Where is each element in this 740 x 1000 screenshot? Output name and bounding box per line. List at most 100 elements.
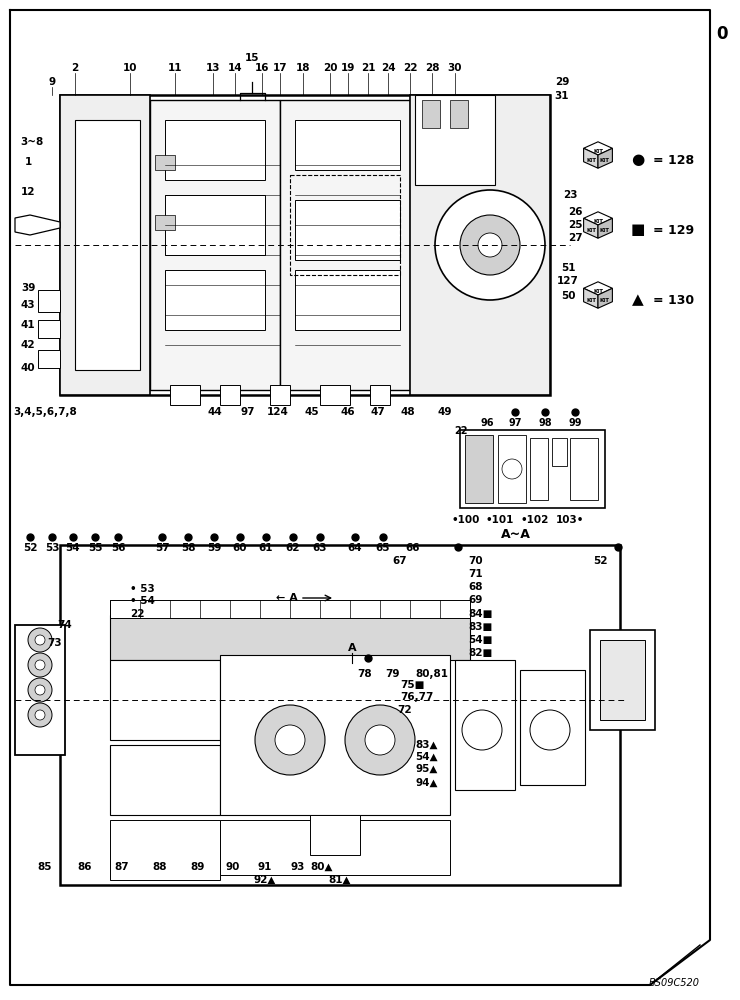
Text: 67: 67 — [393, 556, 407, 566]
Text: 45: 45 — [305, 407, 320, 417]
Text: 25: 25 — [568, 220, 582, 230]
Text: 94▲: 94▲ — [415, 778, 437, 788]
Text: •102: •102 — [521, 515, 549, 525]
Bar — [110, 615, 470, 660]
Text: 83■: 83■ — [468, 622, 492, 632]
Text: 12: 12 — [21, 187, 36, 197]
Text: 85: 85 — [38, 862, 53, 872]
Bar — [165, 120, 265, 180]
Text: 68: 68 — [468, 582, 482, 592]
Text: 2: 2 — [71, 63, 78, 73]
Text: 11: 11 — [168, 63, 182, 73]
Bar — [370, 385, 390, 405]
Bar — [530, 438, 548, 500]
Polygon shape — [584, 282, 613, 295]
Text: 64: 64 — [348, 543, 363, 553]
Text: 73: 73 — [47, 638, 62, 648]
Circle shape — [35, 710, 45, 720]
Bar — [60, 95, 550, 395]
Bar — [220, 655, 450, 815]
Text: 66: 66 — [406, 543, 420, 553]
Text: KIT: KIT — [599, 158, 610, 163]
Text: 86: 86 — [78, 862, 92, 872]
Bar — [415, 95, 495, 185]
Bar — [422, 100, 440, 128]
Text: 42: 42 — [21, 340, 36, 350]
Text: = 129: = 129 — [653, 224, 694, 236]
Text: 89: 89 — [191, 862, 205, 872]
Bar — [155, 215, 175, 230]
Text: 20: 20 — [323, 63, 337, 73]
Text: 93: 93 — [291, 862, 305, 872]
Text: 51: 51 — [561, 263, 575, 273]
Text: 28: 28 — [425, 63, 440, 73]
Bar — [295, 200, 400, 260]
Bar — [295, 270, 400, 330]
Text: 21: 21 — [361, 63, 375, 73]
Text: 95▲: 95▲ — [415, 764, 437, 774]
Text: 44: 44 — [208, 407, 223, 417]
Text: = 130: = 130 — [653, 294, 694, 306]
Text: 54: 54 — [66, 543, 81, 553]
Bar — [220, 385, 240, 405]
Polygon shape — [584, 212, 613, 225]
Text: 23: 23 — [562, 190, 577, 200]
Text: 50: 50 — [561, 291, 575, 301]
Text: 40: 40 — [21, 363, 36, 373]
Circle shape — [275, 725, 305, 755]
Bar — [110, 600, 470, 618]
Text: 92▲: 92▲ — [254, 875, 276, 885]
Text: KIT: KIT — [593, 149, 603, 154]
Polygon shape — [598, 218, 613, 238]
Circle shape — [460, 215, 520, 275]
Text: 75■: 75■ — [400, 680, 424, 690]
Text: KIT: KIT — [586, 298, 596, 304]
Circle shape — [28, 653, 52, 677]
Bar — [320, 385, 350, 405]
Text: 62: 62 — [286, 543, 300, 553]
Text: 52: 52 — [593, 556, 608, 566]
Circle shape — [462, 710, 502, 750]
Text: 16: 16 — [255, 63, 269, 73]
Text: 43: 43 — [21, 300, 36, 310]
Text: 103•: 103• — [556, 515, 584, 525]
Circle shape — [35, 635, 45, 645]
Text: 19: 19 — [341, 63, 355, 73]
Text: 65: 65 — [376, 543, 390, 553]
Text: 82■: 82■ — [468, 648, 492, 658]
Text: 29: 29 — [555, 77, 569, 87]
Text: 97: 97 — [508, 418, 522, 428]
Circle shape — [28, 678, 52, 702]
Text: KIT: KIT — [599, 298, 610, 304]
Text: 49: 49 — [438, 407, 452, 417]
Text: 0: 0 — [716, 25, 727, 43]
Circle shape — [435, 190, 545, 300]
Polygon shape — [584, 218, 598, 238]
Text: 52: 52 — [23, 543, 37, 553]
Text: 58: 58 — [181, 543, 195, 553]
Text: 69: 69 — [468, 595, 482, 605]
Text: 3,4,5,6,7,8: 3,4,5,6,7,8 — [13, 407, 77, 417]
Text: 17: 17 — [272, 63, 287, 73]
Text: 54▲: 54▲ — [415, 752, 437, 762]
Bar — [75, 120, 140, 370]
Polygon shape — [584, 148, 598, 168]
Text: 88: 88 — [152, 862, 167, 872]
Bar — [455, 660, 515, 790]
Circle shape — [28, 628, 52, 652]
Text: KIT: KIT — [586, 229, 596, 233]
Text: 96: 96 — [480, 418, 494, 428]
Text: 76,77: 76,77 — [400, 692, 434, 702]
Bar — [552, 438, 567, 466]
Polygon shape — [598, 148, 613, 168]
Text: 83▲: 83▲ — [415, 740, 437, 750]
Bar — [590, 630, 655, 730]
Bar — [155, 155, 175, 170]
Text: 74: 74 — [58, 620, 73, 630]
Text: KIT: KIT — [593, 289, 603, 294]
Text: 48: 48 — [400, 407, 415, 417]
Text: • 53: • 53 — [130, 584, 155, 594]
Text: 55: 55 — [88, 543, 102, 553]
Text: KIT: KIT — [599, 229, 610, 233]
Bar — [520, 670, 585, 785]
